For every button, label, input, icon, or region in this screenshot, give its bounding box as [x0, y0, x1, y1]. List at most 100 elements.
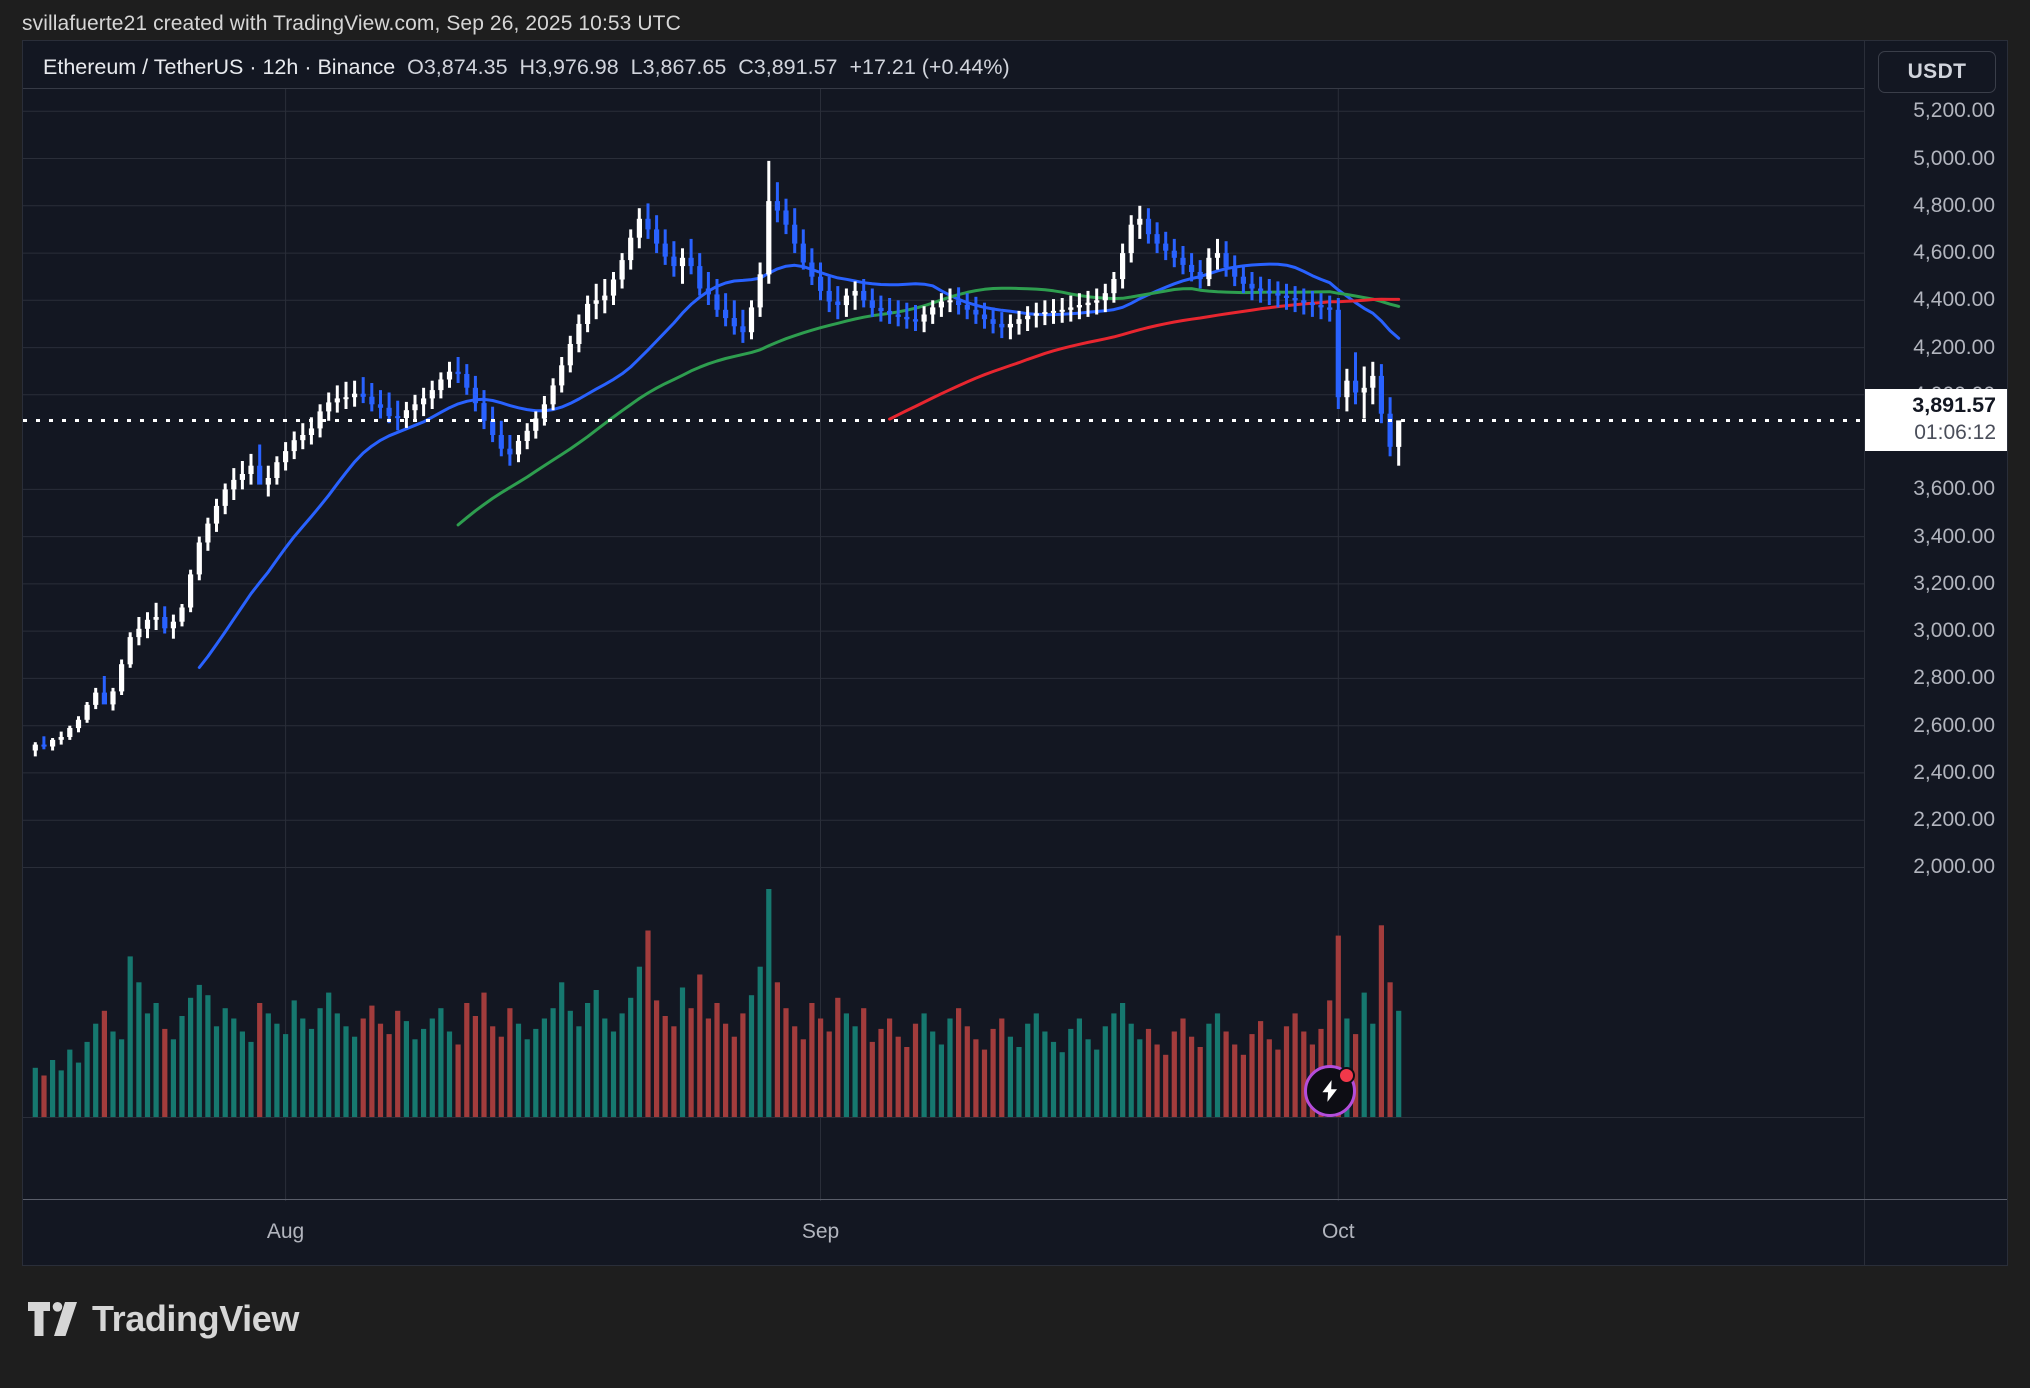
volume-bar: [257, 1003, 263, 1117]
price-tick: 4,400.00: [1913, 288, 1995, 312]
price-tick: 3,200.00: [1913, 571, 1995, 595]
volume-bar: [1232, 1044, 1238, 1117]
candle-body: [326, 402, 332, 412]
candle-body: [947, 300, 953, 303]
volume-bar: [1154, 1044, 1160, 1117]
candle-body: [127, 637, 133, 665]
volume-bar: [213, 1026, 220, 1117]
candle-body: [1370, 375, 1376, 388]
candle-body: [1353, 380, 1359, 393]
candle-body: [265, 478, 271, 485]
candle-body: [818, 276, 824, 291]
candle-body: [188, 574, 194, 608]
candle-body: [1301, 300, 1307, 303]
volume-bar: [1085, 1039, 1091, 1117]
plot-area[interactable]: [23, 89, 1866, 1201]
candle-body: [1111, 279, 1117, 294]
volume-bar: [170, 1039, 176, 1117]
volume-bar: [697, 974, 703, 1117]
volume-bar: [222, 1008, 228, 1117]
candle-body: [343, 397, 349, 400]
candle-body: [628, 237, 634, 261]
candle-body: [317, 411, 323, 429]
candle-body: [843, 295, 849, 306]
candle-body: [472, 387, 478, 404]
volume-bar: [912, 1023, 919, 1117]
legend-high: H3,976.98: [519, 55, 619, 79]
candle-body: [723, 309, 729, 319]
volume-bar: [352, 1036, 358, 1117]
candle-body: [714, 294, 720, 310]
candle-body: [75, 719, 82, 729]
alert-lightning-badge[interactable]: [1303, 1065, 1356, 1117]
volume-bar: [498, 1036, 504, 1117]
chart-canvas[interactable]: [23, 89, 1866, 1201]
attribution-text: svillafuerte21 created with TradingView.…: [22, 12, 681, 35]
price-scale[interactable]: USDT 5,200.00 5,000.00 4,800.00 4,600.00 4,4…: [1864, 41, 2007, 1265]
volume-bar: [205, 995, 211, 1117]
price-tick: 4,800.00: [1913, 193, 1995, 217]
candle-body: [1396, 420, 1402, 447]
volume-bar: [32, 1067, 38, 1117]
volume-bar: [429, 1018, 435, 1117]
candle-body: [688, 257, 694, 267]
currency-badge[interactable]: USDT: [1878, 51, 1996, 93]
candle-body: [50, 739, 56, 747]
volume-bar: [748, 995, 755, 1117]
volume-bar: [524, 1039, 530, 1117]
candle-body: [1258, 288, 1264, 291]
candle-body: [481, 403, 487, 421]
volume-bar: [403, 1021, 409, 1117]
volume-bar: [75, 1062, 82, 1117]
volume-bar: [188, 997, 194, 1117]
volume-bar: [654, 1000, 660, 1117]
volume-bar: [343, 1026, 349, 1117]
time-scale[interactable]: Aug Sep Oct: [23, 1199, 2007, 1265]
candle-body: [84, 704, 90, 720]
tradingview-wordmark: TradingView: [92, 1298, 299, 1339]
volume-bar: [731, 1036, 737, 1117]
current-price-badge[interactable]: 3,891.57 01:06:12: [1865, 389, 2007, 452]
price-tick: 2,800.00: [1913, 666, 1995, 690]
price-tick: 4,600.00: [1913, 241, 1995, 265]
volume-bar: [119, 1039, 125, 1117]
volume-bar: [136, 982, 142, 1117]
volume-bar: [887, 1018, 893, 1117]
legend-symbol[interactable]: Ethereum / TetherUS · 12h · Binance: [43, 55, 396, 79]
volume-bar: [999, 1018, 1005, 1117]
volume-bar: [84, 1041, 90, 1117]
candle-body: [999, 323, 1005, 328]
time-tick: Oct: [1321, 1220, 1355, 1243]
volume-bar: [110, 1031, 116, 1117]
volume-bar: [360, 1018, 366, 1117]
volume-bar: [1378, 925, 1384, 1117]
volume-bar: [300, 1018, 306, 1117]
candle-body: [1327, 307, 1333, 310]
volume-bars: [32, 889, 1402, 1117]
candle-body: [248, 465, 254, 474]
volume-bar: [826, 1031, 832, 1117]
candle-body: [921, 314, 927, 322]
volume-bar: [990, 1028, 996, 1117]
volume-bar: [1275, 1049, 1281, 1117]
current-price-value: 3,891.57: [1912, 393, 1996, 418]
volume-bar: [472, 1016, 478, 1117]
volume-bar: [567, 1010, 573, 1117]
volume-bar: [274, 1023, 280, 1117]
candle-body: [119, 664, 125, 692]
candle-body: [593, 300, 599, 304]
chart-legend[interactable]: Ethereum / TetherUS · 12h · Binance O3,8…: [43, 41, 1010, 89]
price-tick: 5,200.00: [1913, 99, 1995, 123]
candle-body: [895, 314, 901, 317]
candle-body: [205, 523, 211, 543]
candle-body: [878, 307, 884, 311]
volume-bar: [1180, 1018, 1186, 1117]
volume-bar: [783, 1008, 789, 1117]
volume-bar: [41, 1075, 47, 1117]
volume-bar: [1076, 1018, 1082, 1117]
candle-body: [964, 305, 970, 310]
time-tick: Aug: [266, 1220, 305, 1243]
candle-body: [576, 323, 582, 344]
volume-bar: [291, 1000, 297, 1117]
candle-body: [274, 462, 280, 478]
